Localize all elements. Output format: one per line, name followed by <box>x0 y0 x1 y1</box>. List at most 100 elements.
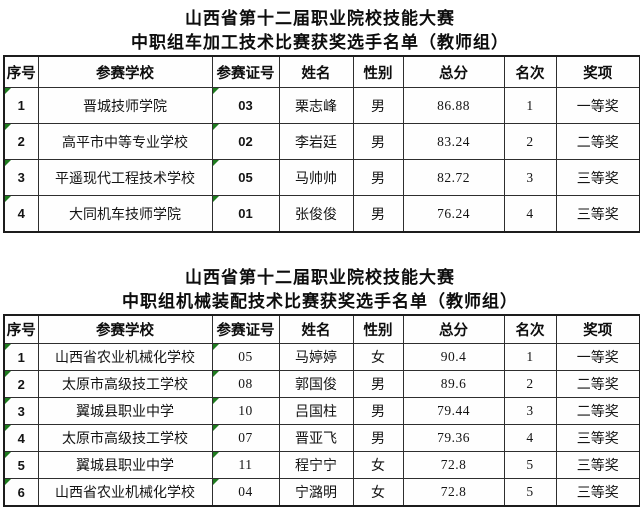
table-cell: 83.24 <box>402 123 505 160</box>
table-cell: 女 <box>352 343 404 371</box>
table-cell: 三等奖 <box>555 195 640 233</box>
column-header: 参赛学校 <box>37 314 213 344</box>
header-row: 序号 参赛学校 参赛证号 姓名 性别 总分 名次 奖项 <box>3 314 640 344</box>
table-cell: 李岩廷 <box>278 123 354 160</box>
table-cell: 男 <box>352 424 404 452</box>
cell-corner-flag-icon <box>213 196 219 202</box>
cell-corner-flag-icon <box>213 88 219 94</box>
table-cell: 男 <box>352 370 404 398</box>
cell-corner-flag-icon <box>5 452 11 458</box>
table-cell: 89.6 <box>402 370 505 398</box>
table-cell: 90.4 <box>402 343 505 371</box>
table-cell: 一等奖 <box>555 343 640 371</box>
table-cell: 晋亚飞 <box>278 424 354 452</box>
table1-title: 山西省第十二届职业院校技能大赛 中职组车加工技术比赛获奖选手名单（教师组） <box>0 0 640 55</box>
table-cell: 1 <box>503 87 557 124</box>
column-header: 奖项 <box>555 314 640 344</box>
cell-corner-flag-icon <box>213 124 219 130</box>
cell-corner-flag-icon <box>5 425 11 431</box>
table-cell: 2 <box>503 370 557 398</box>
table-cell: 太原市高级技工学校 <box>37 424 213 452</box>
table-cell: 4 <box>3 195 39 233</box>
table-cell: 6 <box>3 478 39 507</box>
cell-corner-flag-icon <box>213 452 219 458</box>
table-cell: 马婷婷 <box>278 343 354 371</box>
table-cell: 1 <box>3 87 39 124</box>
table-cell: 05 <box>211 343 280 371</box>
column-header: 名次 <box>503 314 557 344</box>
table-cell: 2 <box>503 123 557 160</box>
table-cell: 3 <box>3 397 39 425</box>
table-cell: 1 <box>3 343 39 371</box>
awards-table-lathe-machining: 序号 参赛学校 参赛证号 姓名 性别 总分 名次 奖项 1 晋城技师学院 03 栗志峰男 86.88 1 一… <box>3 55 640 233</box>
column-header: 总分 <box>402 314 505 344</box>
table-cell: 程宁宁 <box>278 451 354 479</box>
column-header: 奖项 <box>555 55 640 88</box>
table-cell: 5 <box>503 478 557 507</box>
table-cell: 3 <box>503 397 557 425</box>
table-cell: 三等奖 <box>555 478 640 507</box>
cell-corner-flag-icon <box>5 479 11 485</box>
column-header: 序号 <box>3 55 39 88</box>
table-row: 2 太原市高级技工学校 08 郭国俊男 89.6 2 二等奖 <box>3 370 640 398</box>
table-cell: 4 <box>3 424 39 452</box>
table-cell: 86.88 <box>402 87 505 124</box>
table-cell: 晋城技师学院 <box>37 87 213 124</box>
table-cell: 82.72 <box>402 159 505 196</box>
table-cell: 2 <box>3 123 39 160</box>
cell-corner-flag-icon <box>213 398 219 404</box>
column-header: 序号 <box>3 314 39 344</box>
table-cell: 二等奖 <box>555 123 640 160</box>
awards-table-mechanical-assembly: 序号 参赛学校 参赛证号 姓名 性别 总分 名次 奖项 1 山西省农业机械化学校 05 马婷婷女 90.… <box>3 314 640 507</box>
column-header: 姓名 <box>278 314 354 344</box>
table-cell: 马帅帅 <box>278 159 354 196</box>
table-row: 2 高平市中等专业学校 02 李岩廷男 83.24 2 二等奖 <box>3 123 640 160</box>
table-cell: 栗志峰 <box>278 87 354 124</box>
cell-corner-flag-icon <box>5 398 11 404</box>
table-row: 1 山西省农业机械化学校 05 马婷婷女 90.4 1 一等奖 <box>3 343 640 371</box>
table-cell: 3 <box>503 159 557 196</box>
table-cell: 03 <box>211 87 280 124</box>
table-cell: 02 <box>211 123 280 160</box>
table-cell: 10 <box>211 397 280 425</box>
table-cell: 一等奖 <box>555 87 640 124</box>
cell-corner-flag-icon <box>5 371 11 377</box>
table-cell: 07 <box>211 424 280 452</box>
table-cell: 72.8 <box>402 478 505 507</box>
cell-corner-flag-icon <box>5 124 11 130</box>
table-cell: 平遥现代工程技术学校 <box>37 159 213 196</box>
table-row: 4 大同机车技师学院 01 张俊俊男 76.24 4 三等奖 <box>3 195 640 233</box>
table-row: 4 太原市高级技工学校 07 晋亚飞男 79.36 4 三等奖 <box>3 424 640 452</box>
table-cell: 5 <box>503 451 557 479</box>
table1-wrapper: 序号 参赛学校 参赛证号 姓名 性别 总分 名次 奖项 1 晋城技师学院 03 栗志峰男 86.88 1 一… <box>0 55 640 233</box>
column-header: 姓名 <box>278 55 354 88</box>
table-cell: 三等奖 <box>555 451 640 479</box>
cell-corner-flag-icon <box>5 196 11 202</box>
cell-corner-flag-icon <box>213 479 219 485</box>
table-cell: 山西省农业机械化学校 <box>37 343 213 371</box>
table2-wrapper: 序号 参赛学校 参赛证号 姓名 性别 总分 名次 奖项 1 山西省农业机械化学校 05 马婷婷女 90.… <box>0 314 640 507</box>
table-cell: 女 <box>352 478 404 507</box>
table-cell: 男 <box>352 159 404 196</box>
table-cell: 翼城县职业中学 <box>37 397 213 425</box>
table-row: 5 翼城县职业中学 11 程宁宁女 72.8 5 三等奖 <box>3 451 640 479</box>
table-cell: 吕国柱 <box>278 397 354 425</box>
table-cell: 2 <box>3 370 39 398</box>
table-cell: 男 <box>352 123 404 160</box>
column-header: 名次 <box>503 55 557 88</box>
table-cell: 05 <box>211 159 280 196</box>
table-cell: 72.8 <box>402 451 505 479</box>
column-header: 性别 <box>352 55 404 88</box>
table-cell: 1 <box>503 343 557 371</box>
table-cell: 张俊俊 <box>278 195 354 233</box>
table-cell: 三等奖 <box>555 159 640 196</box>
header-row: 序号 参赛学校 参赛证号 姓名 性别 总分 名次 奖项 <box>3 55 640 88</box>
table-cell: 高平市中等专业学校 <box>37 123 213 160</box>
table-cell: 大同机车技师学院 <box>37 195 213 233</box>
table-cell: 3 <box>3 159 39 196</box>
table2-title-line1: 山西省第十二届职业院校技能大赛 <box>185 268 455 287</box>
table-cell: 4 <box>503 424 557 452</box>
table-cell: 宁潞明 <box>278 478 354 507</box>
table-cell: 4 <box>503 195 557 233</box>
table-cell: 76.24 <box>402 195 505 233</box>
